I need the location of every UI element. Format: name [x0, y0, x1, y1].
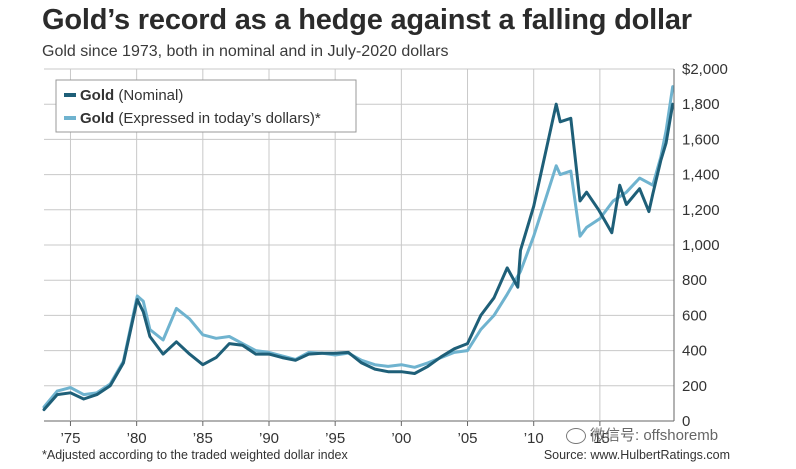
y-tick-label: 400 — [682, 343, 707, 360]
wechat-icon — [566, 428, 586, 445]
y-tick-label: 1,600 — [682, 131, 720, 148]
footnote: *Adjusted according to the traded weight… — [42, 448, 348, 462]
y-tick-label: 1,800 — [682, 96, 720, 113]
x-tick-label: ’10 — [524, 430, 544, 447]
legend-label-rest: (Nominal) — [114, 87, 183, 104]
x-tick-label: ’00 — [391, 430, 411, 447]
legend-label: Gold (Nominal) — [80, 87, 183, 104]
series-line-real — [42, 85, 675, 409]
grid-lines — [44, 68, 674, 422]
x-tick-label: ’95 — [325, 430, 345, 447]
y-tick-label: 200 — [682, 378, 707, 395]
chart-title: Gold’s record as a hedge against a falli… — [42, 4, 692, 36]
legend-box — [55, 79, 357, 133]
x-tick-label: ’85 — [193, 430, 213, 447]
legend: Gold (Nominal)Gold (Expressed in today’s… — [55, 79, 357, 133]
chart-subtitle: Gold since 1973, both in nominal and in … — [42, 43, 449, 60]
legend-label-rest: (Expressed in today’s dollars)* — [114, 110, 321, 127]
y-tick-label: 1,400 — [682, 167, 720, 184]
x-tick-label: ’75 — [60, 430, 80, 447]
y-tick-label: 800 — [682, 272, 707, 289]
watermark-text: 微信号: offshoremb — [590, 427, 719, 444]
watermark: 微信号: offshoremb — [566, 424, 718, 445]
y-tick-label: $2,000 — [682, 61, 728, 78]
series-line-nominal — [42, 102, 675, 412]
y-tick-label: 1,000 — [682, 237, 720, 254]
x-tick-label: ’15 — [590, 430, 610, 447]
axes-layer: $2,000 1,800 1,600 1,400 1,200 1,000 800 600 400… — [60, 61, 727, 447]
x-tick-label: ’80 — [127, 430, 147, 447]
x-tick-label: ’90 — [259, 430, 279, 447]
legend-label: Gold (Expressed in today’s dollars)* — [80, 110, 321, 127]
y-tick-label: 0 — [682, 413, 690, 430]
legend-label-bold: Gold — [80, 110, 114, 127]
series-layer — [42, 85, 675, 412]
legend-label-bold: Gold — [80, 87, 114, 104]
x-tick-label: ’05 — [458, 430, 478, 447]
y-tick-label: 600 — [682, 307, 707, 324]
y-tick-label: 1,200 — [682, 202, 720, 219]
source-note: Source: www.HulbertRatings.com — [543, 448, 730, 462]
